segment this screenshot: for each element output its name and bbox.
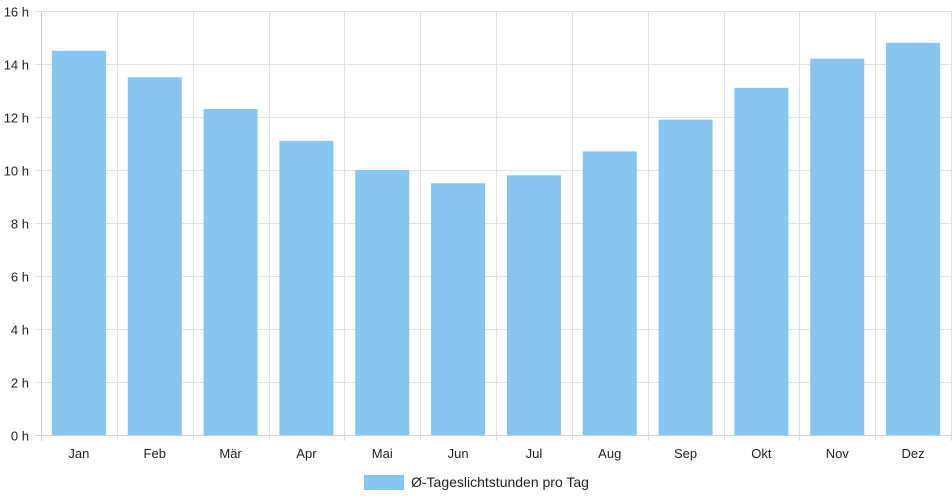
- x-tick-label: Apr: [296, 446, 317, 461]
- y-tick-label: 12 h: [4, 111, 29, 126]
- bars: [51, 42, 941, 436]
- bar[interactable]: [886, 42, 941, 436]
- y-tick-label: 2 h: [11, 376, 29, 391]
- x-tick-label: Nov: [826, 446, 850, 461]
- bar[interactable]: [279, 140, 334, 435]
- x-tick-label: Okt: [751, 446, 772, 461]
- legend[interactable]: Ø-Tageslichtstunden pro Tag: [364, 474, 589, 490]
- x-tick-label: Jun: [448, 446, 469, 461]
- x-tick-label: Mai: [372, 446, 393, 461]
- legend-swatch: [364, 475, 404, 490]
- bar[interactable]: [734, 87, 789, 435]
- bar[interactable]: [355, 170, 410, 435]
- y-tick-label: 14 h: [4, 58, 29, 73]
- y-tick-label: 0 h: [11, 429, 29, 444]
- x-tick-label: Feb: [144, 446, 166, 461]
- x-tick-label: Dez: [902, 446, 925, 461]
- bar[interactable]: [582, 151, 637, 435]
- bar[interactable]: [506, 175, 561, 436]
- x-tick-label: Mär: [219, 446, 242, 461]
- x-tick-label: Jul: [526, 446, 543, 461]
- y-tick-label: 16 h: [4, 5, 29, 20]
- bar[interactable]: [431, 183, 486, 435]
- x-tick-label: Aug: [598, 446, 621, 461]
- bar[interactable]: [203, 109, 258, 436]
- legend-label: Ø-Tageslichtstunden pro Tag: [411, 474, 589, 490]
- y-tick-label: 8 h: [11, 217, 29, 232]
- bar[interactable]: [127, 77, 182, 435]
- y-tick-label: 10 h: [4, 164, 29, 179]
- axes: 0 h 2 h 4 h 6 h 8 h 10 h 12 h 14 h 16 h Jan Feb Mär…: [4, 5, 925, 462]
- y-tick-label: 6 h: [11, 270, 29, 285]
- y-tick-label: 4 h: [11, 323, 29, 338]
- x-tick-label: Sep: [674, 446, 697, 461]
- bar[interactable]: [658, 119, 713, 436]
- bar[interactable]: [51, 50, 106, 435]
- bar[interactable]: [810, 58, 865, 435]
- x-tick-label: Jan: [68, 446, 89, 461]
